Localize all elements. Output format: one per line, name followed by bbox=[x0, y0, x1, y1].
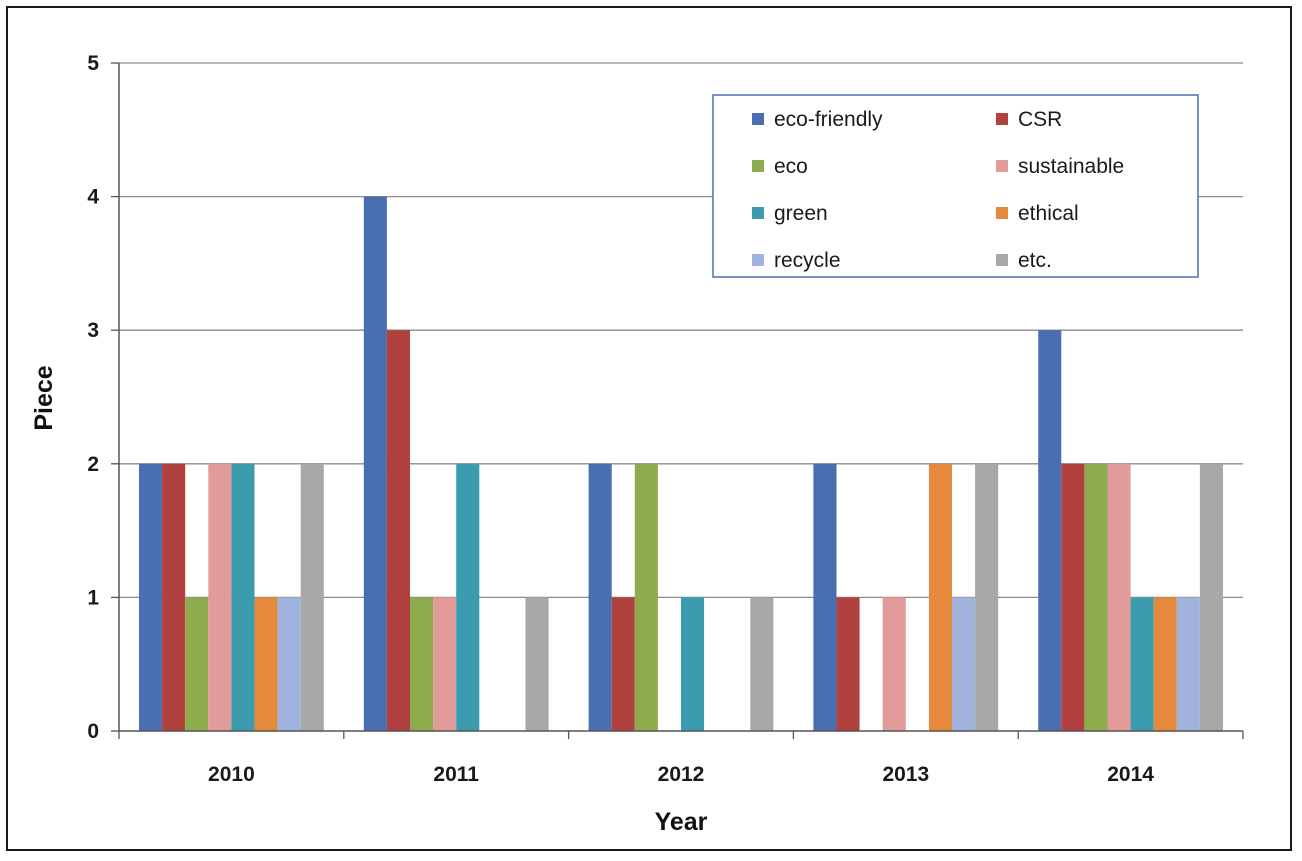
bar bbox=[1038, 330, 1062, 731]
x-tick-label: 2012 bbox=[658, 763, 705, 786]
bars bbox=[139, 196, 1223, 732]
y-tick-label: 5 bbox=[87, 52, 99, 75]
bar bbox=[254, 597, 278, 731]
y-axis-title: Piece bbox=[30, 365, 58, 430]
bar bbox=[363, 196, 387, 732]
bar bbox=[1061, 463, 1085, 731]
bar bbox=[277, 597, 301, 731]
bar bbox=[952, 597, 976, 731]
bar bbox=[1153, 597, 1177, 731]
x-tick-label: 2010 bbox=[208, 763, 255, 786]
bar bbox=[1130, 597, 1154, 731]
bar bbox=[231, 463, 255, 731]
y-tick-label: 4 bbox=[87, 186, 99, 209]
legend-swatch bbox=[752, 207, 764, 219]
bar bbox=[433, 597, 457, 731]
bar bbox=[882, 597, 906, 731]
bar bbox=[1199, 463, 1223, 731]
legend-label: ethical bbox=[1018, 202, 1079, 225]
y-tick-labels: 0 1 2 3 4 5 bbox=[87, 52, 99, 743]
legend-swatch bbox=[996, 160, 1008, 172]
legend-swatch bbox=[752, 160, 764, 172]
y-tick-label: 0 bbox=[87, 720, 99, 743]
bar bbox=[1107, 463, 1131, 731]
bar bbox=[813, 463, 837, 731]
legend-label: recycle bbox=[774, 249, 841, 272]
bar bbox=[750, 597, 774, 731]
legend-label: sustainable bbox=[1018, 155, 1124, 178]
legend-swatch bbox=[752, 113, 764, 125]
bar bbox=[975, 463, 999, 731]
bar bbox=[588, 463, 612, 731]
x-tick-label: 2013 bbox=[882, 763, 929, 786]
bar bbox=[386, 330, 410, 731]
bar bbox=[208, 463, 232, 731]
legend-label: green bbox=[774, 202, 828, 225]
bar bbox=[185, 597, 209, 731]
legend-label: etc. bbox=[1018, 249, 1052, 272]
legend-swatch bbox=[752, 254, 764, 266]
bar bbox=[139, 463, 163, 731]
legend-label: CSR bbox=[1018, 108, 1062, 131]
bar bbox=[162, 463, 186, 731]
legend-swatch bbox=[996, 113, 1008, 125]
bar bbox=[928, 463, 952, 731]
legend: eco-friendly CSR eco sustainable green ethica… bbox=[712, 94, 1199, 278]
x-tick-label: 2011 bbox=[433, 763, 479, 786]
bar bbox=[836, 597, 860, 731]
y-tick-label: 2 bbox=[87, 453, 99, 476]
bar bbox=[1084, 463, 1108, 731]
bar bbox=[1176, 597, 1200, 731]
y-tick-label: 3 bbox=[87, 319, 99, 342]
x-axis-title: Year bbox=[655, 808, 708, 836]
legend-label: eco bbox=[774, 155, 808, 178]
bar bbox=[525, 597, 549, 731]
x-tick-labels: 2010 2011 2012 2013 2014 bbox=[208, 763, 1154, 786]
axes bbox=[111, 62, 1244, 739]
y-tick-label: 1 bbox=[87, 586, 99, 609]
x-tick-label: 2014 bbox=[1107, 763, 1154, 786]
legend-box bbox=[712, 94, 1199, 278]
bar bbox=[681, 597, 705, 731]
legend-swatch bbox=[996, 207, 1008, 219]
bar bbox=[634, 463, 658, 731]
bar bbox=[611, 597, 635, 731]
bar bbox=[410, 597, 434, 731]
bar bbox=[456, 463, 480, 731]
legend-label: eco-friendly bbox=[774, 108, 883, 131]
bar bbox=[300, 463, 324, 731]
legend-swatch bbox=[996, 254, 1008, 266]
